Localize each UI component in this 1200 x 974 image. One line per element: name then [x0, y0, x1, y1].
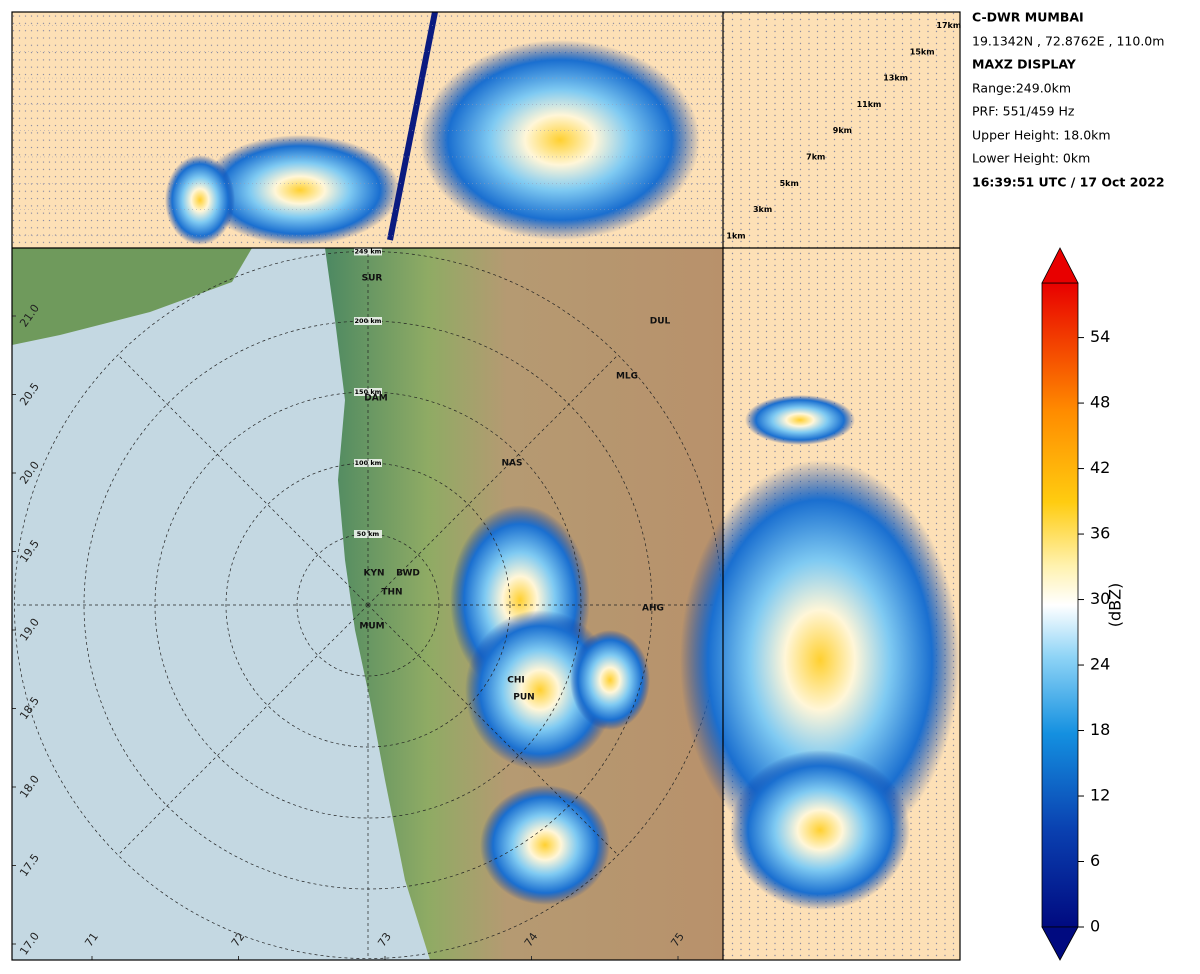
radial-line [367, 604, 619, 856]
city-label: DAM [364, 394, 387, 404]
city-label: BWD [396, 569, 420, 579]
city-label: THN [381, 588, 402, 598]
height-label: 1km [726, 231, 745, 240]
radial-line [117, 354, 369, 606]
range-label: 249 km [355, 247, 382, 255]
right-echoes [680, 395, 960, 910]
range-ring [296, 533, 440, 677]
colorbar-tick-label: 6 [1090, 851, 1100, 870]
city-label: DUL [650, 317, 671, 327]
range-label-bg [354, 247, 382, 256]
height-label: 5km [780, 179, 799, 188]
station: C-DWR MUMBAI [972, 10, 1084, 25]
range-label: 100 km [355, 459, 382, 467]
radial-line [367, 354, 619, 606]
city-label: MLG [616, 372, 638, 382]
time: 16:39:51 UTC / 17 Oct 2022 [972, 175, 1165, 190]
upper-height: Upper Height: 18.0km [972, 128, 1111, 143]
colorbar-tick-label: 18 [1090, 720, 1110, 739]
colorbar-tick-label: 42 [1090, 458, 1110, 477]
coords: 19.1342N , 72.8762E , 110.0m [972, 34, 1164, 49]
colorbar-max-arrow [1041, 247, 1079, 284]
city-label: MUM [359, 622, 384, 632]
height-label: 11km [857, 100, 882, 109]
city-label: PUN [513, 693, 534, 703]
city-label: AHG [642, 604, 664, 614]
city-label: NAS [502, 459, 523, 469]
colorbar-tick-label: 0 [1090, 917, 1100, 936]
height-label: 13km [883, 74, 908, 83]
prf: PRF: 551/459 Hz [972, 104, 1075, 119]
colorbar-tick-label: 30 [1090, 589, 1110, 608]
radial-line [117, 604, 369, 856]
colorbar-tick-label: 12 [1090, 786, 1110, 805]
height-label: 9km [833, 126, 852, 135]
height-label: 7km [806, 152, 825, 161]
height-grid [723, 12, 960, 248]
map [12, 248, 723, 960]
colorbar-tick-label: 54 [1090, 327, 1110, 346]
colorbar [1041, 282, 1079, 928]
top-echoes [165, 11, 700, 245]
colorbar-tick-label: 24 [1090, 655, 1110, 674]
height-label: 15km [910, 47, 935, 56]
height-label: 17km [936, 21, 961, 30]
range: Range:249.0km [972, 81, 1071, 96]
city-label: KYN [363, 569, 384, 579]
height-label: 3km [753, 205, 772, 214]
colorbar-label: (dBZ) [1106, 583, 1125, 628]
display: MAXZ DISPLAY [972, 57, 1077, 72]
colorbar-tick-label: 48 [1090, 393, 1110, 412]
range-label-bg [354, 530, 382, 538]
city-label: CHI [507, 676, 525, 686]
panel-borders [11, 11, 961, 961]
colorbar-min-arrow [1041, 926, 1079, 961]
lower-height: Lower Height: 0km [972, 151, 1090, 166]
range-label: 50 km [357, 530, 380, 538]
range-label-bg [354, 459, 382, 467]
colorbar-tick-label: 36 [1090, 524, 1110, 543]
city-label: SUR [362, 274, 383, 284]
